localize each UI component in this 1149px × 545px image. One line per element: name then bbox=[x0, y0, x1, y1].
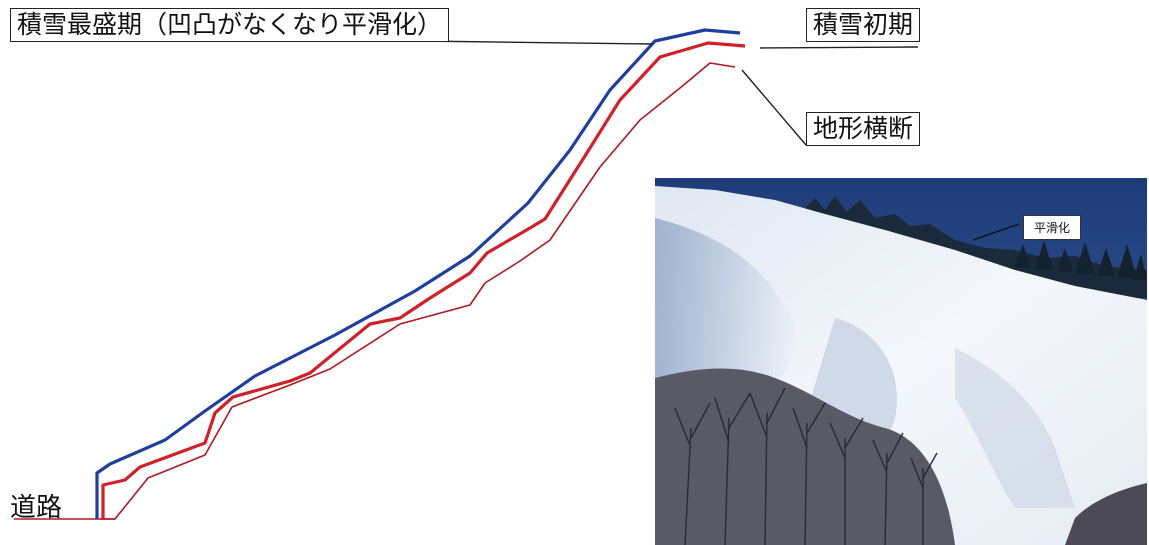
photo-smoothing-leader bbox=[972, 223, 1020, 241]
terrain-label-leader bbox=[741, 69, 807, 146]
snow-slope-photo: 平滑化 bbox=[655, 178, 1147, 545]
peak-snow-label: 積雪最盛期（凹凸がなくなり平滑化） bbox=[10, 8, 450, 42]
terrain-label: 地形横断 bbox=[806, 112, 921, 146]
peak-label-leader bbox=[419, 40, 653, 45]
terrain-profile-line bbox=[100, 62, 736, 520]
early-label-leader bbox=[759, 46, 919, 49]
peak-snow-line bbox=[95, 28, 741, 519]
road-label: 道路 bbox=[10, 493, 63, 523]
early-snow-line bbox=[101, 41, 746, 519]
early-snow-label: 積雪初期 bbox=[806, 8, 921, 42]
photo-smoothing-label: 平滑化 bbox=[1023, 215, 1082, 240]
